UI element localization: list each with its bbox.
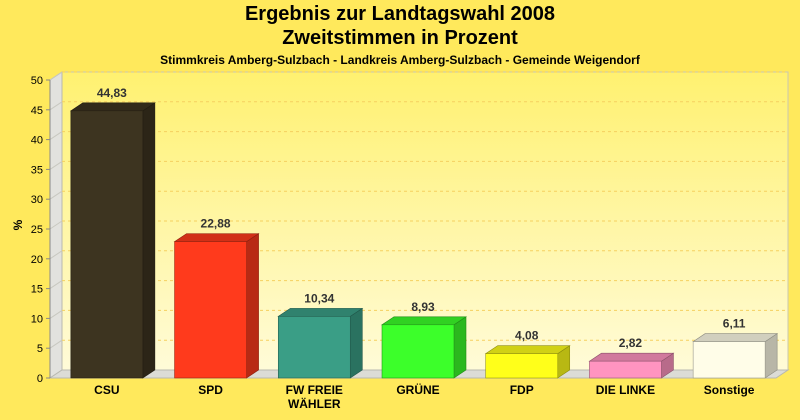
chart-title: Ergebnis zur Landtagswahl 2008	[244, 3, 556, 25]
bar-top	[69, 102, 156, 112]
value-label: 10,34	[304, 291, 334, 305]
bar	[277, 316, 351, 379]
bar-top	[277, 308, 364, 317]
chart-subtitle: Stimmkreis Amberg-Sulzbach - Landkreis A…	[160, 53, 640, 67]
value-label: 2,82	[619, 336, 643, 350]
bar	[589, 360, 662, 379]
y-tick-label: 5	[37, 343, 43, 355]
y-tick-label: 10	[31, 313, 43, 325]
value-label: 4,08	[515, 329, 539, 343]
category-label: SPD	[198, 383, 223, 397]
value-label: 8,93	[411, 300, 435, 314]
category-label: Sonstige	[704, 383, 755, 397]
category-label: GRÜNE	[396, 382, 439, 397]
gridline-side	[49, 71, 63, 81]
gridline-side	[49, 250, 63, 260]
y-tick-label: 25	[31, 224, 43, 236]
bar-top	[484, 345, 571, 354]
y-tick-label: 50	[31, 75, 43, 87]
gridline-side	[49, 220, 63, 230]
value-label: 6,11	[723, 317, 746, 331]
y-axis-label: %	[11, 219, 25, 230]
category-label: FDP	[510, 383, 534, 397]
category-label: FW FREIE	[286, 383, 343, 397]
bar	[692, 341, 766, 379]
gridline-side	[49, 160, 63, 170]
bar-top	[692, 333, 779, 342]
gridline-side	[49, 339, 63, 349]
y-tick-label: 30	[31, 194, 43, 206]
gridline-side	[49, 280, 63, 290]
bar-top	[381, 316, 467, 326]
bar	[381, 324, 455, 379]
category-label: CSU	[94, 383, 119, 397]
gridline-side	[49, 190, 63, 200]
gridline-side	[49, 101, 63, 111]
bar-top	[173, 233, 260, 242]
bar-side	[453, 316, 467, 379]
y-tick-label: 45	[31, 105, 43, 117]
value-label: 44,83	[97, 86, 127, 100]
y-tick-label: 40	[31, 135, 43, 147]
bar	[70, 110, 144, 379]
y-tick-label: 0	[37, 373, 43, 385]
bar-side	[349, 307, 363, 379]
gridline-side	[49, 131, 63, 141]
category-label: WÄHLER	[288, 396, 341, 411]
bar-side	[246, 233, 259, 379]
value-label: 22,88	[201, 217, 231, 231]
gridline-side	[49, 309, 63, 319]
chart-title-2: Zweitstimmen in Prozent	[282, 27, 518, 49]
y-tick-label: 35	[31, 164, 43, 176]
category-label: DIE LINKE	[596, 383, 655, 397]
bar	[485, 353, 559, 379]
y-tick-label: 20	[31, 254, 43, 266]
bar-top	[588, 352, 675, 362]
bar-side	[142, 102, 156, 379]
y-tick-label: 15	[31, 284, 43, 296]
bar	[174, 241, 247, 379]
